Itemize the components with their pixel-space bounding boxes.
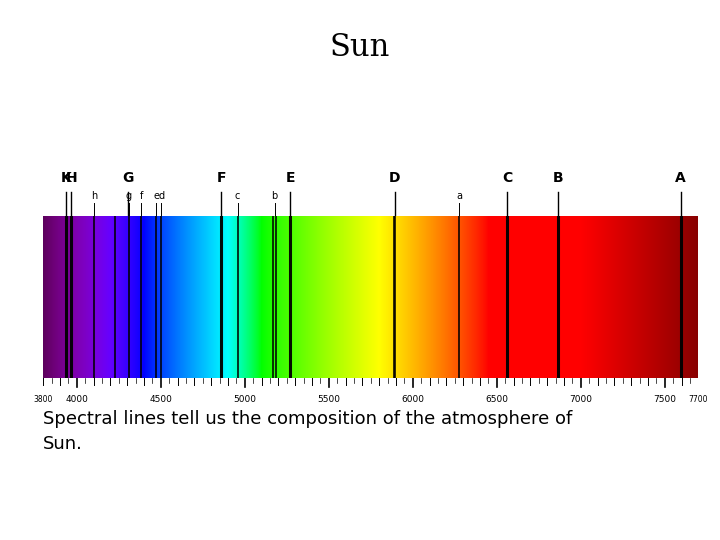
Text: B: B (553, 171, 564, 185)
Text: h: h (91, 191, 97, 201)
Text: F: F (217, 171, 226, 185)
Text: 7700: 7700 (688, 395, 708, 404)
Text: a: a (456, 191, 462, 201)
Text: g: g (125, 191, 132, 201)
Text: Spectral lines tell us the composition of the atmosphere of
Sun.: Spectral lines tell us the composition o… (43, 410, 572, 454)
Text: e: e (153, 191, 159, 201)
Text: d: d (158, 191, 165, 201)
Text: 4500: 4500 (149, 395, 172, 404)
Text: 6500: 6500 (485, 395, 508, 404)
Text: 6000: 6000 (401, 395, 424, 404)
Text: D: D (389, 171, 400, 185)
Text: b: b (271, 191, 278, 201)
Text: 7000: 7000 (570, 395, 593, 404)
Text: 4000: 4000 (66, 395, 89, 404)
Text: 5000: 5000 (233, 395, 256, 404)
Text: c: c (235, 191, 240, 201)
Text: K: K (60, 171, 71, 185)
Text: f: f (140, 191, 143, 201)
Text: G: G (122, 171, 134, 185)
Text: Sun: Sun (330, 32, 390, 63)
Text: 3800: 3800 (34, 395, 53, 404)
Text: 7500: 7500 (653, 395, 676, 404)
Text: 5500: 5500 (318, 395, 341, 404)
Text: H: H (66, 171, 77, 185)
Text: A: A (675, 171, 686, 185)
Text: E: E (285, 171, 295, 185)
Text: C: C (503, 171, 513, 185)
